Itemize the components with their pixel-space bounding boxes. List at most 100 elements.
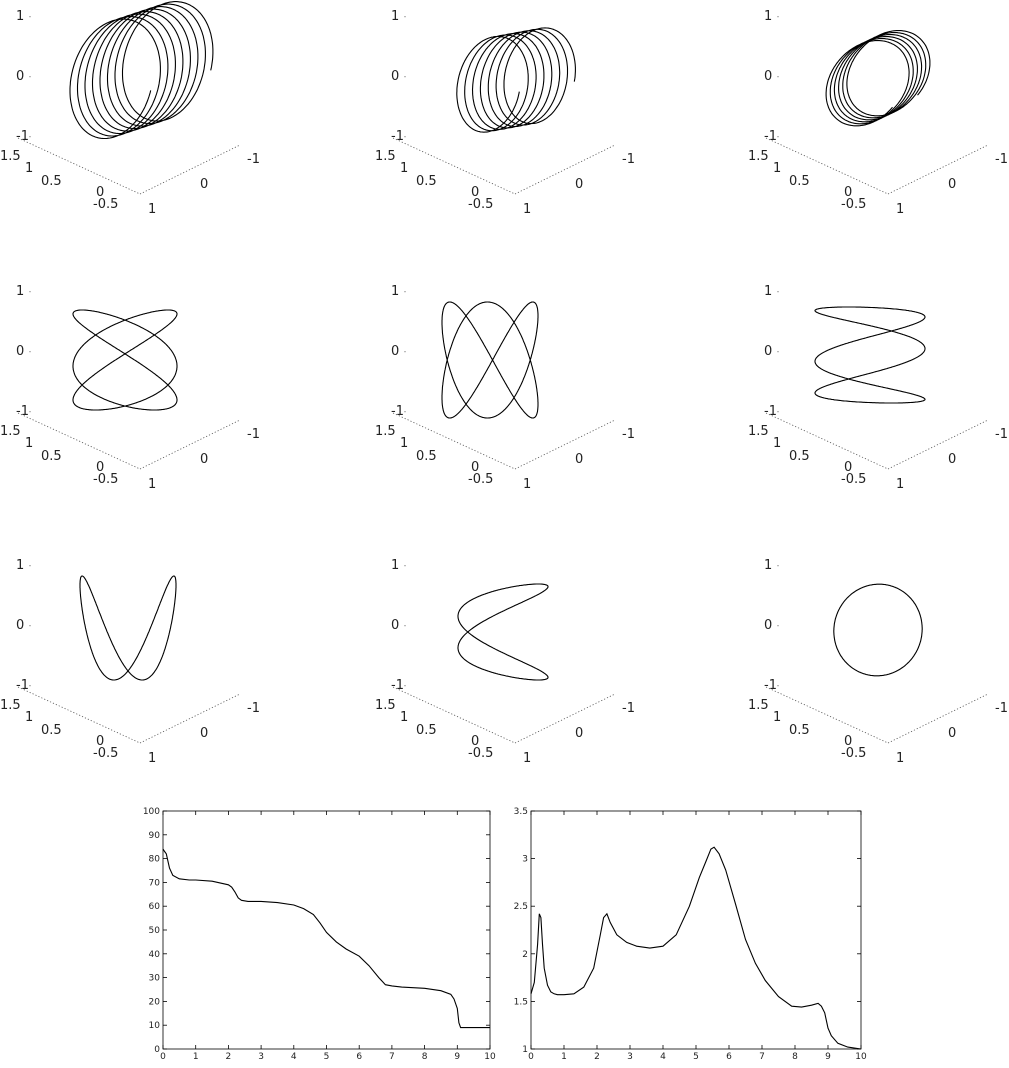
y-tick-label: 1.5 bbox=[375, 149, 396, 164]
y-tick-label: 0 bbox=[844, 734, 852, 749]
y-tick-label: 0 bbox=[844, 460, 852, 475]
x-tick-label: 2 bbox=[594, 1052, 600, 1062]
series-line bbox=[162, 848, 490, 1029]
y-tick-label: 1 bbox=[400, 436, 408, 451]
y-tick-label: 0.5 bbox=[789, 449, 810, 464]
x-axis-line bbox=[139, 419, 241, 470]
y-tick-label: 0.5 bbox=[416, 174, 437, 189]
y-tick-label: 10 bbox=[149, 1021, 161, 1031]
y-tick-label: 1 bbox=[400, 161, 408, 176]
x-tick-label: 7 bbox=[389, 1052, 395, 1062]
depth-axis-line bbox=[392, 412, 516, 470]
z-tick-label: -1 bbox=[764, 678, 777, 693]
y-tick-label: 1 bbox=[773, 161, 781, 176]
y-tick-label: 0 bbox=[154, 1045, 160, 1055]
x-axis-line bbox=[514, 419, 616, 470]
x-tick-label: 5 bbox=[324, 1052, 330, 1062]
y-tick-label: 3.5 bbox=[514, 807, 528, 817]
x-axis-line bbox=[139, 693, 241, 744]
y-tick-label: 100 bbox=[143, 807, 160, 817]
z-tick-label: 0 bbox=[764, 618, 772, 633]
x-tick-label: -1 bbox=[995, 427, 1008, 442]
depth-axis-line bbox=[392, 137, 516, 195]
x-tick-label: 4 bbox=[291, 1052, 297, 1062]
x-tick-label: 1 bbox=[896, 477, 904, 492]
3d-panel-5: 10-11.510.50-0.5 10-1 bbox=[375, 284, 635, 492]
trajectory-curve bbox=[833, 583, 923, 677]
plot-frame bbox=[530, 810, 862, 1050]
y-tick-label: 1.5 bbox=[0, 149, 21, 164]
y-tick-label: 0.5 bbox=[416, 723, 437, 738]
x-tick-label: 8 bbox=[792, 1052, 798, 1062]
x-tick-label: 0 bbox=[575, 452, 583, 467]
z-tick-label: 0 bbox=[391, 69, 399, 84]
x-tick-label: 10 bbox=[855, 1052, 867, 1062]
y-tick-label: 1.5 bbox=[748, 149, 769, 164]
z-tick-label: 0 bbox=[764, 69, 772, 84]
z-tick-label: -1 bbox=[16, 129, 29, 144]
y-tick-label: -0.5 bbox=[468, 197, 493, 212]
trajectory-curve bbox=[72, 309, 178, 411]
y-tick-label: 70 bbox=[149, 878, 161, 888]
y-tick-label: 0 bbox=[96, 734, 104, 749]
y-tick-label: 40 bbox=[149, 950, 161, 960]
y-tick-label: 1 bbox=[400, 710, 408, 725]
y-tick-label: 3 bbox=[522, 855, 528, 865]
x-tick-label: 0 bbox=[948, 726, 956, 741]
x-tick-label: 9 bbox=[454, 1052, 460, 1062]
z-tick-label: 1 bbox=[16, 558, 24, 573]
x-axis-line bbox=[139, 144, 241, 195]
z-tick-label: -1 bbox=[391, 678, 404, 693]
y-tick-label: -0.5 bbox=[468, 472, 493, 487]
depth-axis-line bbox=[765, 686, 889, 744]
z-tick-label: 1 bbox=[391, 9, 399, 24]
y-tick-label: 0 bbox=[471, 185, 479, 200]
y-tick-label: 0 bbox=[96, 185, 104, 200]
x-tick-label: 2 bbox=[226, 1052, 232, 1062]
y-tick-label: 0 bbox=[471, 460, 479, 475]
z-tick-label: 1 bbox=[16, 9, 24, 24]
y-tick-label: 1 bbox=[773, 436, 781, 451]
z-tick-label: 0 bbox=[391, 618, 399, 633]
y-tick-label: -0.5 bbox=[93, 746, 118, 761]
trajectory-curve bbox=[79, 575, 177, 681]
x-tick-label: 1 bbox=[148, 477, 156, 492]
z-tick-label: 1 bbox=[391, 558, 399, 573]
y-tick-label: 1.5 bbox=[375, 698, 396, 713]
y-tick-label: 2 bbox=[522, 950, 528, 960]
trajectory-curve bbox=[69, 1, 214, 140]
y-tick-label: 0 bbox=[471, 734, 479, 749]
y-tick-label: 30 bbox=[149, 974, 161, 984]
y-tick-label: -0.5 bbox=[841, 197, 866, 212]
z-tick-label: 0 bbox=[391, 344, 399, 359]
y-tick-label: 1.5 bbox=[0, 698, 21, 713]
3d-panel-7: 10-11.510.50-0.5 10-1 bbox=[0, 558, 260, 766]
x-tick-label: 7 bbox=[759, 1052, 765, 1062]
trajectory-curve bbox=[456, 27, 576, 133]
z-tick-label: -1 bbox=[16, 404, 29, 419]
x-tick-label: 9 bbox=[825, 1052, 831, 1062]
z-tick-label: -1 bbox=[764, 129, 777, 144]
x-axis-line bbox=[887, 419, 989, 470]
x-tick-label: -1 bbox=[995, 701, 1008, 716]
y-tick-label: 1 bbox=[25, 436, 33, 451]
y-tick-label: 1.5 bbox=[0, 424, 21, 439]
y-tick-label: 1 bbox=[25, 710, 33, 725]
x-tick-label: 6 bbox=[726, 1052, 732, 1062]
x-tick-label: 0 bbox=[575, 177, 583, 192]
z-tick-label: -1 bbox=[16, 678, 29, 693]
x-tick-label: 1 bbox=[193, 1052, 199, 1062]
z-tick-label: 1 bbox=[391, 284, 399, 299]
y-tick-label: 90 bbox=[149, 831, 161, 841]
z-tick-label: 1 bbox=[764, 9, 772, 24]
x-axis-line bbox=[887, 144, 989, 195]
depth-axis-line bbox=[17, 412, 141, 470]
y-tick-label: 1.5 bbox=[375, 424, 396, 439]
x-tick-label: 10 bbox=[484, 1052, 496, 1062]
y-tick-label: 80 bbox=[149, 855, 161, 865]
3d-panel-1: 10-11.510.50-0.5 10-1 bbox=[0, 1, 260, 217]
y-tick-label: 0.5 bbox=[789, 723, 810, 738]
z-tick-label: 0 bbox=[16, 69, 24, 84]
z-tick-label: 0 bbox=[764, 344, 772, 359]
